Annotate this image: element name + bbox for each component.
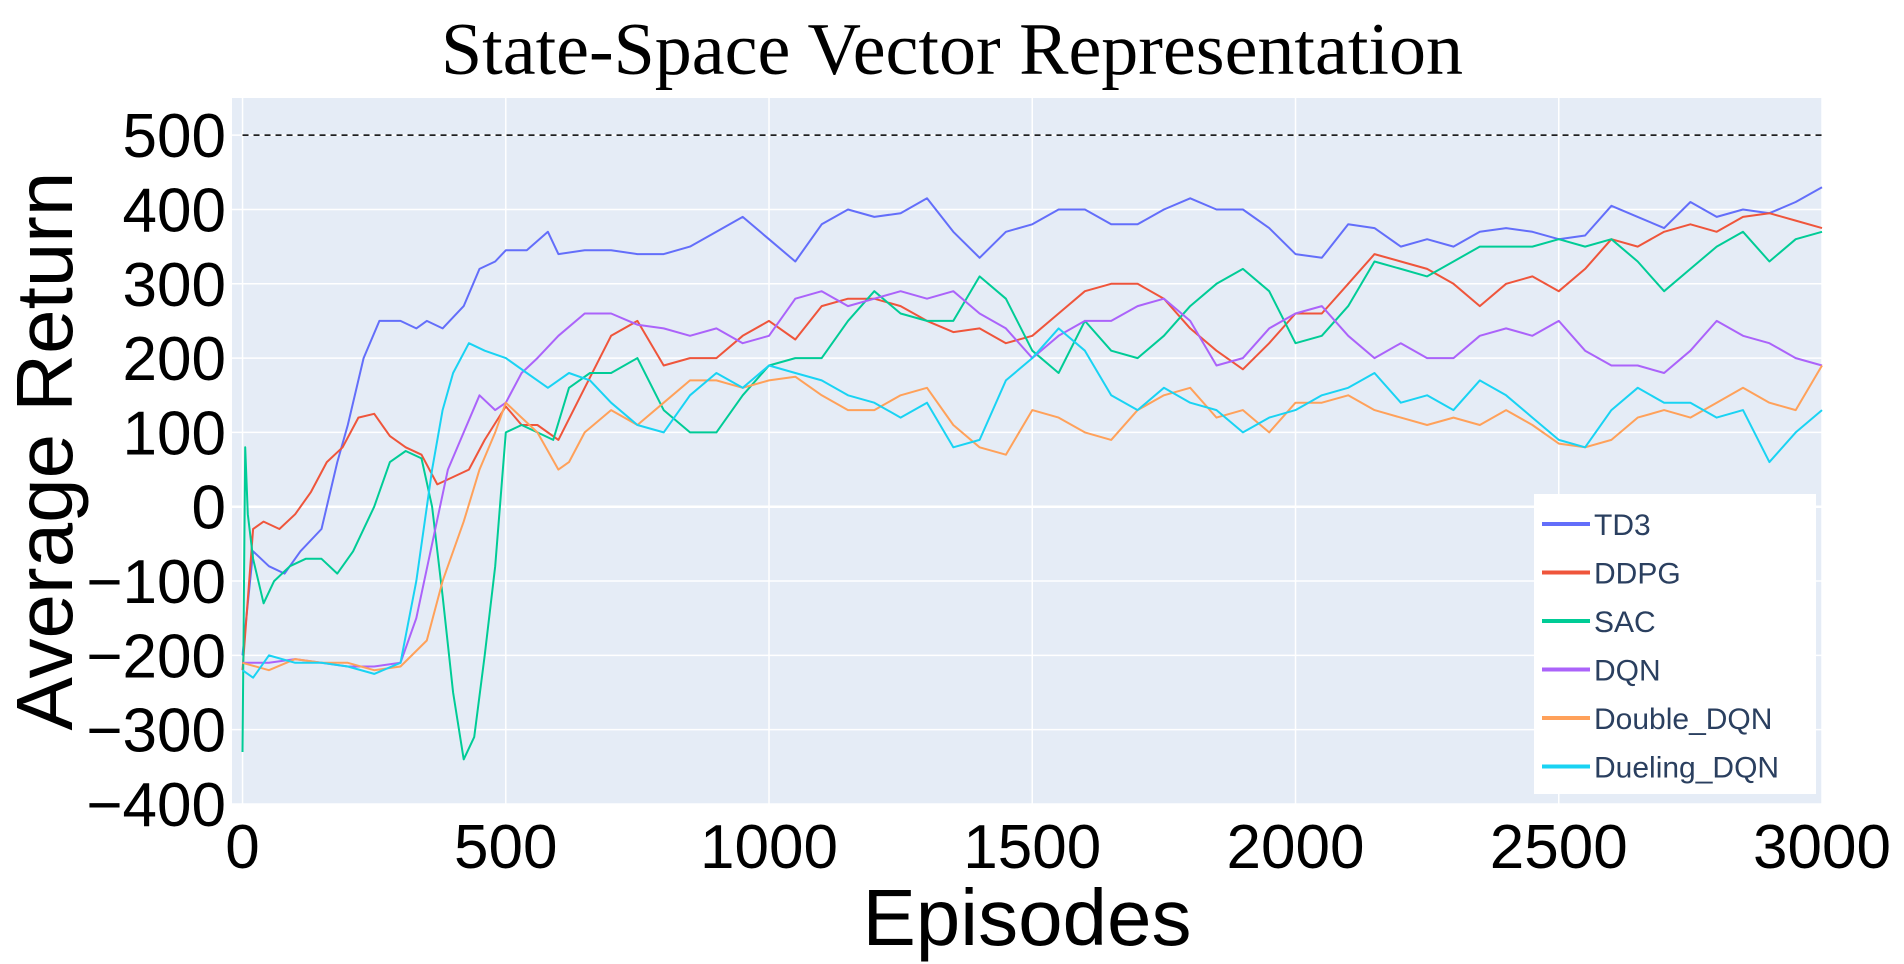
chart-title: State-Space Vector Representation [441, 9, 1463, 91]
series-line-dueling-dqn [241, 327, 1823, 679]
y-tick-label: 0 [192, 474, 226, 543]
legend: TD3 DDPG SAC DQN Double_DQN Dueling_DQN [1534, 494, 1816, 794]
x-tick-label: 3000 [1753, 813, 1891, 882]
x-tick-label: 2500 [1490, 813, 1628, 882]
legend-label: TD3 [1594, 509, 1651, 542]
legend-label: Dueling_DQN [1594, 752, 1779, 785]
series-line-sac [241, 230, 1823, 761]
x-tick-label: 1000 [700, 813, 838, 882]
legend-box [1534, 494, 1816, 794]
x-tick-label: 0 [225, 813, 259, 882]
y-tick-label: 400 [123, 176, 226, 245]
x-tick-label: 2000 [1227, 813, 1365, 882]
legend-label: DQN [1594, 655, 1661, 688]
legend-label: SAC [1594, 606, 1656, 639]
y-tick-label: 200 [123, 325, 226, 394]
x-tick-label: 1500 [963, 813, 1101, 882]
y-tick-label: −200 [86, 622, 226, 691]
legend-label: DDPG [1594, 558, 1681, 591]
y-axis-title: Average Return [0, 172, 89, 731]
series-line-double-dqn [242, 364, 1823, 672]
y-tick-label: 100 [123, 399, 226, 468]
legend-label: Double_DQN [1594, 703, 1772, 736]
y-tick-label: 500 [123, 102, 226, 171]
y-tick-label: 300 [123, 251, 226, 320]
series-line-td3 [241, 186, 1823, 656]
series-line-dqn [242, 290, 1823, 668]
series-lines [241, 186, 1823, 761]
y-tick-label: −400 [86, 771, 226, 840]
y-tick-label: −100 [86, 548, 226, 617]
y-tick-label: −300 [86, 697, 226, 766]
x-tick-labels: 0 500 1000 1500 2000 2500 3000 [225, 813, 1891, 882]
x-axis-title: Episodes [862, 873, 1191, 962]
x-tick-label: 500 [454, 813, 557, 882]
